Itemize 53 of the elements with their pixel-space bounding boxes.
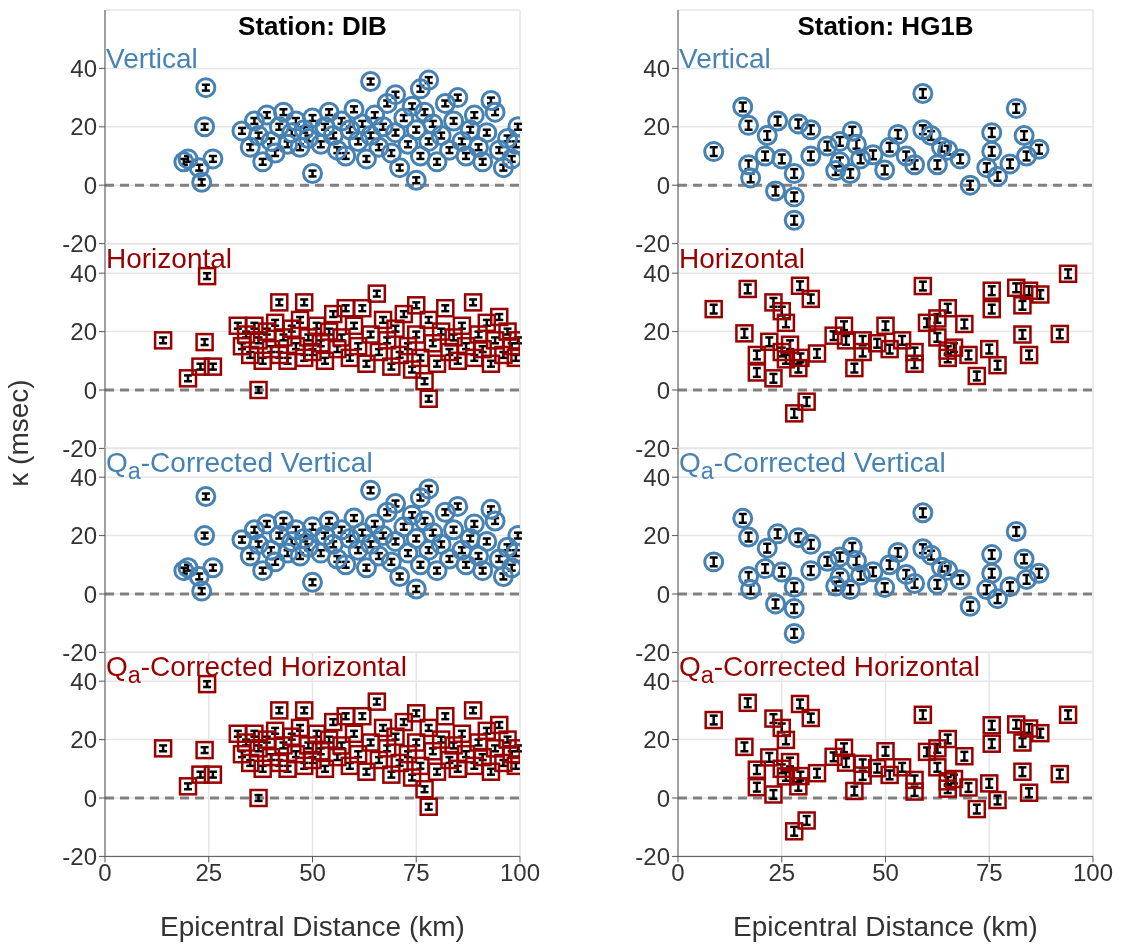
y-tick-label: 0 (656, 580, 671, 608)
y-tick-label: 40 (643, 463, 671, 491)
y-tick-label: 0 (656, 171, 670, 199)
y-tick-label: 20 (643, 113, 670, 141)
x-tick-label: 50 (299, 859, 326, 887)
series-label: Vertical (679, 43, 771, 74)
y-tick-label: -20 (635, 434, 671, 462)
y-tick-label: -20 (62, 230, 97, 258)
y-tick-label: -20 (62, 843, 98, 871)
x-axis-title: Epicentral Distance (km) (160, 911, 465, 943)
x-tick-label: 25 (195, 859, 223, 887)
y-tick-label: -20 (635, 638, 671, 666)
chart-title: Station: DIB (237, 11, 388, 41)
y-tick-label: 40 (70, 259, 98, 287)
series-label: Q$_{a}$-Corrected Vertical (106, 447, 373, 486)
y-tick-label: 0 (656, 376, 671, 404)
x-tick-label: 75 (402, 859, 430, 887)
y-tick-label: 20 (643, 317, 671, 345)
y-tick-label: -20 (635, 230, 670, 258)
y-tick-label: 0 (656, 784, 671, 812)
chart-title: Station: HG1B (796, 11, 975, 41)
y-tick-label: 40 (643, 54, 670, 82)
x-tick-label: 100 (1072, 859, 1114, 887)
series-label: Q$_{a}$-Corrected Horizontal (106, 651, 407, 690)
y-tick-label: -20 (635, 843, 671, 871)
y-tick-label: 0 (83, 580, 98, 608)
y-tick-label: 0 (83, 171, 97, 199)
y-tick-label: 40 (643, 668, 671, 696)
y-tick-label: -20 (62, 638, 98, 666)
y-tick-label: 40 (643, 259, 671, 287)
x-tick-label: 75 (975, 859, 1003, 887)
y-tick-label: 20 (70, 317, 98, 345)
x-axis-title: Epicentral Distance (km) (733, 911, 1038, 943)
series-label: Q$_{a}$-Corrected Vertical (679, 447, 946, 486)
y-tick-label: 40 (70, 54, 97, 82)
y-tick-label: 40 (70, 463, 98, 491)
y-tick-label: -20 (62, 434, 98, 462)
series-label: Q$_{a}$-Corrected Horizontal (679, 651, 980, 690)
y-tick-label: 20 (70, 726, 98, 754)
y-tick-label: 20 (643, 522, 671, 550)
x-tick-label: 100 (499, 859, 541, 887)
x-tick-label: 25 (768, 859, 796, 887)
y-tick-label: 20 (70, 113, 97, 141)
y-tick-label: 0 (83, 784, 98, 812)
series-label: Horizontal (106, 242, 233, 274)
series-label: Horizontal (679, 242, 806, 274)
x-tick-label: 50 (872, 859, 899, 887)
y-tick-label: 0 (83, 376, 98, 404)
y-tick-label: 20 (643, 726, 671, 754)
y-axis-title: κ (msec) (3, 379, 35, 488)
series-label: Vertical (106, 43, 198, 74)
y-tick-label: 40 (70, 668, 98, 696)
y-tick-label: 20 (70, 522, 98, 550)
